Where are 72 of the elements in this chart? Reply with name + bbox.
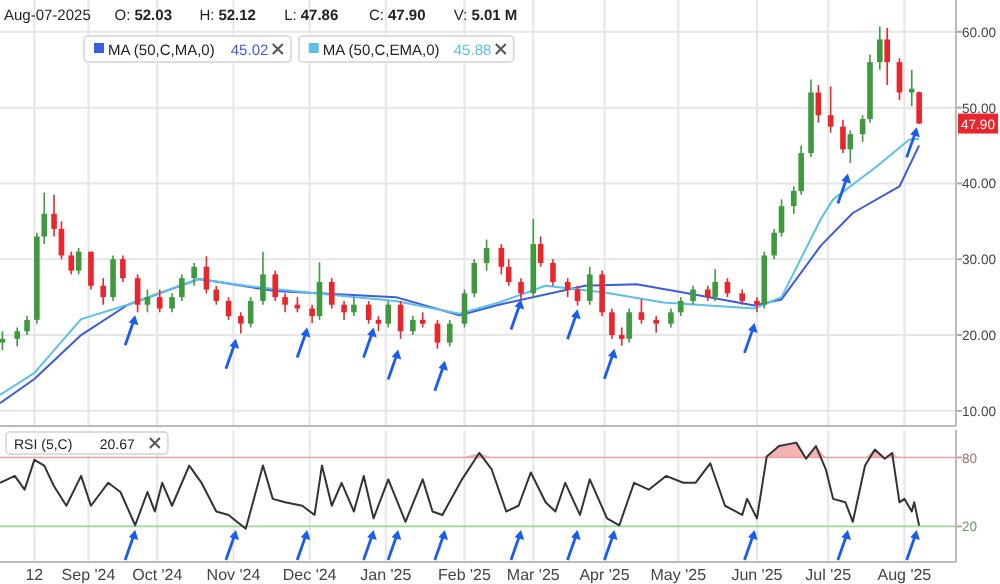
candlestick <box>778 198 785 238</box>
candlestick <box>260 250 266 306</box>
candlestick <box>14 326 20 348</box>
candlestick <box>213 284 220 306</box>
candlestick <box>419 311 426 329</box>
x-tick-label: 12 <box>25 566 45 584</box>
candlestick <box>68 250 75 276</box>
candlestick <box>618 326 625 347</box>
candlestick <box>690 284 696 306</box>
candlestick <box>203 255 210 295</box>
x-tick-label: Feb '25 <box>438 566 493 584</box>
candlestick <box>328 277 335 310</box>
candlestick <box>88 250 94 291</box>
candlestick <box>51 194 57 238</box>
candlestick <box>827 85 834 134</box>
candlestick <box>385 300 392 329</box>
line-series <box>0 441 921 530</box>
candlestick <box>754 296 760 314</box>
candlestick <box>505 258 512 287</box>
x-tick-label: Jun '25 <box>731 566 784 584</box>
candlestick <box>446 319 453 348</box>
candlestick <box>587 266 593 306</box>
x-tick-label: Oct '24 <box>132 566 184 584</box>
candlestick <box>191 262 197 287</box>
candlestick <box>272 269 279 302</box>
candlestick <box>537 235 544 268</box>
candlestick <box>815 84 822 124</box>
candlestick <box>309 303 315 324</box>
candlestick <box>238 311 244 335</box>
candlestick <box>771 228 777 261</box>
candlestick <box>100 277 107 306</box>
candlestick <box>712 268 718 302</box>
candlestick <box>609 307 615 340</box>
candlestick <box>498 243 505 276</box>
candlestick <box>668 307 674 329</box>
candlestick <box>410 315 416 336</box>
candlestick <box>341 300 347 321</box>
x-tick-label: Apr '25 <box>579 566 631 584</box>
candlestick <box>156 288 163 314</box>
candlestick <box>877 25 883 71</box>
candlestick <box>434 319 441 350</box>
x-tick-label: Aug '25 <box>877 566 933 584</box>
candlestick <box>564 277 571 298</box>
candlestick <box>351 296 357 317</box>
x-tick-label: Sep '24 <box>61 566 117 584</box>
x-tick-label: Jul '25 <box>805 566 853 584</box>
x-tick-label: Nov '24 <box>206 566 262 584</box>
candlestick <box>550 258 556 287</box>
candlestick <box>599 269 605 317</box>
candlestick <box>24 315 30 336</box>
candlestick <box>884 27 890 86</box>
candlestick <box>247 296 254 329</box>
x-tick-label: Dec '24 <box>282 566 338 584</box>
candlestick <box>461 288 468 329</box>
candlestick <box>110 254 116 302</box>
candlestick <box>653 315 659 334</box>
candlestick <box>134 273 141 314</box>
x-tick-label: May '25 <box>650 566 708 584</box>
candlestick <box>626 307 632 344</box>
candlestick <box>179 273 185 302</box>
candlestick <box>638 298 645 325</box>
candlestick <box>677 296 684 317</box>
candlestick <box>916 90 922 125</box>
candlestick <box>75 247 82 276</box>
x-tick-label: Jan '25 <box>360 566 413 584</box>
candlestick <box>282 292 288 314</box>
candlestick <box>840 118 846 154</box>
candlestick <box>169 292 175 314</box>
candlestick <box>120 254 126 283</box>
candlestick <box>144 288 151 314</box>
candlestick <box>0 330 6 351</box>
x-tick-label: Mar '25 <box>506 566 561 584</box>
